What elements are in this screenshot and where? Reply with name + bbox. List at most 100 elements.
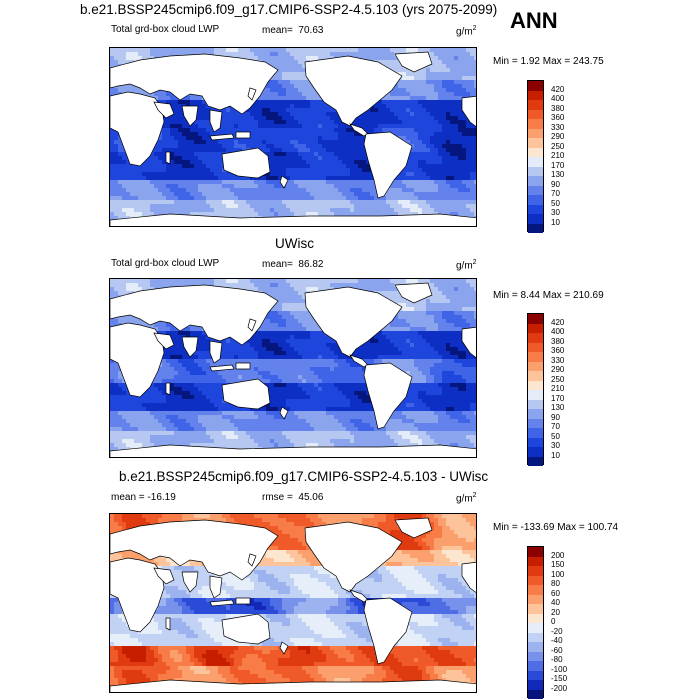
field-cell xyxy=(302,172,307,177)
field-cell xyxy=(126,160,131,165)
field-cell xyxy=(366,287,371,292)
field-cell xyxy=(426,92,431,97)
field-cell xyxy=(422,144,427,149)
field-cell xyxy=(294,104,299,109)
field-cell xyxy=(294,124,299,129)
continent-outline xyxy=(394,51,433,73)
field-cell xyxy=(246,204,251,209)
field-cell xyxy=(298,64,303,69)
field-cell xyxy=(362,279,367,284)
field-cell xyxy=(234,120,239,125)
field-cell xyxy=(166,92,171,97)
field-cell xyxy=(394,56,399,61)
field-cell xyxy=(474,92,476,97)
field-cell xyxy=(306,287,311,292)
field-cell xyxy=(362,48,367,53)
field-cell xyxy=(342,176,347,181)
field-cell xyxy=(118,164,123,169)
field-cell xyxy=(158,283,163,288)
field-cell xyxy=(438,96,443,101)
field-cell xyxy=(470,144,475,149)
field-cell xyxy=(206,144,211,149)
field-cell xyxy=(310,116,315,121)
field-cell xyxy=(454,56,459,61)
continent-outline xyxy=(247,87,257,101)
field-cell xyxy=(466,152,471,157)
field-cell xyxy=(322,204,327,209)
field-cell xyxy=(414,160,419,165)
field-cell xyxy=(362,212,367,217)
field-cell xyxy=(230,196,235,201)
field-cell xyxy=(262,112,267,117)
field-cell xyxy=(158,92,163,97)
field-cell xyxy=(334,279,339,284)
continent-outline xyxy=(461,95,476,127)
field-cell xyxy=(310,148,315,153)
field-cell xyxy=(338,180,343,185)
field-cell xyxy=(138,48,143,53)
field-cell xyxy=(406,80,411,85)
field-cell xyxy=(178,164,183,169)
field-cell xyxy=(442,172,447,177)
field-cell xyxy=(474,212,476,217)
field-cell xyxy=(146,164,151,169)
field-cell xyxy=(142,192,147,197)
field-cell xyxy=(470,148,475,153)
field-cell xyxy=(274,168,279,173)
field-cell xyxy=(262,148,267,153)
field-cell xyxy=(130,168,135,173)
field-cell xyxy=(294,156,299,161)
field-cell xyxy=(194,176,199,181)
field-cell xyxy=(314,160,319,165)
field-cell xyxy=(406,68,411,73)
field-cell xyxy=(426,64,431,69)
field-cell xyxy=(210,164,215,169)
field-cell xyxy=(198,156,203,161)
field-cell xyxy=(254,140,259,145)
field-cell xyxy=(290,200,295,205)
field-cell xyxy=(214,208,219,213)
field-cell xyxy=(262,140,267,145)
field-cell xyxy=(234,124,239,129)
field-cell xyxy=(462,128,467,133)
field-cell xyxy=(318,160,323,165)
field-cell xyxy=(446,88,451,93)
field-cell xyxy=(394,120,399,125)
field-cell xyxy=(438,156,443,161)
field-cell xyxy=(270,307,275,312)
field-cell xyxy=(466,48,471,53)
field-cell xyxy=(438,124,443,129)
field-cell xyxy=(286,279,291,284)
field-cell xyxy=(118,196,123,201)
field-cell xyxy=(286,136,291,141)
field-cell xyxy=(134,52,139,57)
continent-outline xyxy=(304,55,403,127)
field-cell xyxy=(350,136,355,141)
field-cell xyxy=(414,180,419,185)
field-cell xyxy=(298,104,303,109)
field-cell xyxy=(158,136,163,141)
field-cell xyxy=(110,48,115,53)
field-cell xyxy=(426,192,431,197)
field-cell xyxy=(390,48,395,53)
field-cell xyxy=(314,132,319,137)
field-cell xyxy=(474,160,476,165)
field-cell xyxy=(150,92,155,97)
field-cell xyxy=(446,299,451,304)
field-cell xyxy=(362,283,367,288)
field-cell xyxy=(298,184,303,189)
field-cell xyxy=(130,283,135,288)
field-cell xyxy=(286,168,291,173)
field-cell xyxy=(290,307,295,312)
field-cell xyxy=(114,204,119,209)
field-cell xyxy=(430,176,435,181)
field-cell xyxy=(306,160,311,165)
field-cell xyxy=(382,104,387,109)
field-cell xyxy=(366,164,371,169)
field-cell xyxy=(458,295,463,300)
field-cell xyxy=(282,279,287,284)
field-cell xyxy=(182,52,187,57)
field-cell xyxy=(394,287,399,292)
field-cell xyxy=(154,148,159,153)
field-cell xyxy=(302,124,307,129)
